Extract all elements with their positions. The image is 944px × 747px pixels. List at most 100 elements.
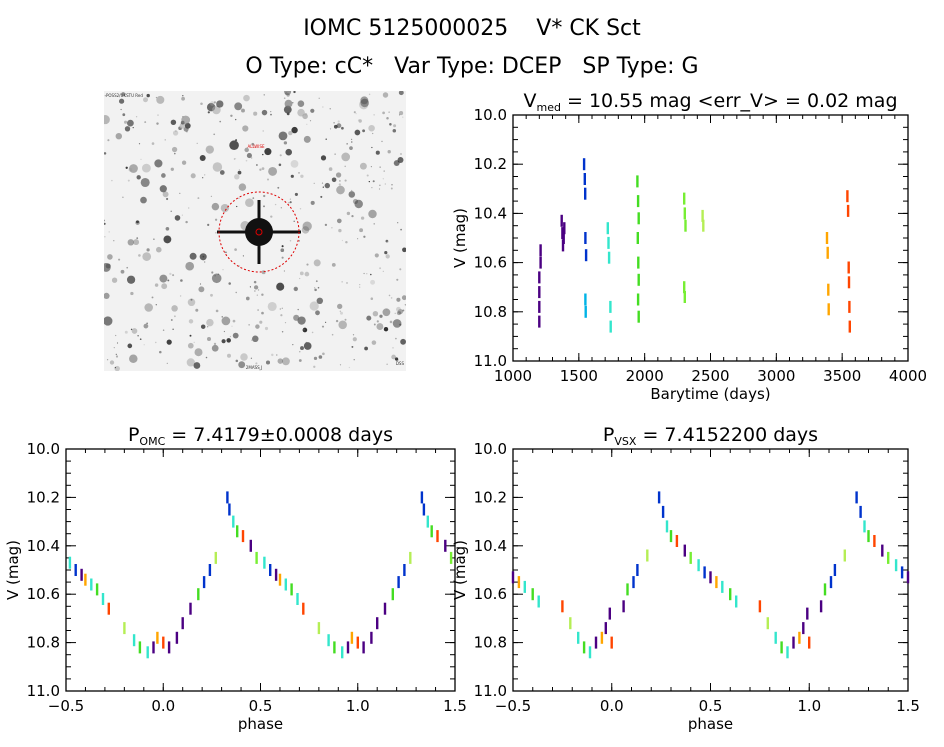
field-star [353, 111, 356, 114]
field-star [120, 108, 122, 111]
field-star [250, 357, 253, 359]
target-circle [218, 191, 300, 273]
field-star [262, 153, 264, 156]
data-point [584, 249, 588, 262]
data-point [444, 539, 447, 552]
field-star [187, 342, 194, 349]
field-star [370, 273, 372, 276]
data-point [637, 273, 640, 286]
field-star [321, 182, 324, 184]
field-star [306, 263, 309, 266]
field-star [159, 350, 162, 354]
data-point [539, 256, 542, 269]
field-star [187, 298, 196, 307]
data-point [584, 293, 587, 306]
field-star [211, 273, 222, 284]
field-star [401, 295, 407, 301]
data-point [636, 175, 639, 188]
data-point [101, 593, 105, 605]
plot-frame [512, 448, 909, 692]
field-star [256, 294, 258, 296]
field-star [376, 320, 379, 323]
data-point [409, 551, 412, 564]
field-star [261, 109, 268, 116]
data-point [539, 244, 542, 257]
field-star [344, 318, 347, 321]
field-star [371, 340, 377, 345]
field-star [274, 203, 277, 206]
field-star [335, 319, 339, 323]
field-star [253, 280, 257, 284]
field-star [163, 235, 172, 244]
x-tick-label: 0.5 [699, 697, 723, 715]
field-star [234, 174, 240, 180]
field-star [394, 312, 396, 314]
field-star [161, 283, 168, 290]
data-point [569, 617, 572, 630]
data-point [403, 564, 406, 576]
field-star [189, 334, 192, 337]
field-star [170, 210, 172, 212]
field-star [284, 321, 287, 324]
field-star [382, 111, 385, 115]
data-point [636, 293, 640, 306]
field-star [338, 320, 347, 330]
field-star [393, 124, 397, 128]
field-star [402, 247, 407, 253]
field-star [214, 218, 218, 221]
field-star [107, 254, 113, 260]
data-point [202, 576, 206, 589]
field-star [138, 254, 141, 257]
field-star [234, 248, 237, 251]
field-star [386, 309, 388, 311]
field-star [322, 186, 324, 188]
data-point [632, 576, 635, 589]
data-point [577, 631, 580, 644]
field-star [298, 359, 302, 362]
field-star [336, 218, 342, 224]
data-point [228, 503, 231, 516]
field-star [294, 192, 298, 196]
data-point [362, 641, 365, 654]
field-star [315, 310, 320, 316]
field-star [246, 153, 252, 159]
field-star [166, 197, 169, 201]
field-star [215, 309, 219, 313]
field-star [271, 353, 274, 357]
field-star [303, 135, 311, 143]
field-star [376, 323, 384, 331]
data-point [637, 310, 640, 323]
field-star [155, 304, 157, 306]
sky-image-svg: POSS2/UKSTU Red ALLWISE 2MASS J DSS [100, 88, 407, 372]
field-star [115, 353, 117, 356]
data-point [636, 232, 639, 244]
field-star [130, 291, 134, 296]
field-star [210, 195, 213, 198]
field-star [185, 220, 188, 224]
data-point [847, 276, 851, 289]
field-star [339, 180, 341, 182]
field-star [207, 111, 210, 114]
field-star [103, 292, 110, 299]
field-star [402, 116, 404, 118]
field-star [153, 238, 155, 240]
field-star [320, 155, 327, 161]
data-point [582, 158, 586, 171]
field-star [140, 196, 147, 204]
data-point [370, 631, 373, 644]
field-star [387, 150, 391, 154]
field-star [293, 220, 295, 223]
type-info-line: O Type: cC* Var Type: DCEP SP Type: G [245, 54, 699, 79]
field-star [334, 153, 336, 155]
field-star [331, 227, 333, 229]
title-text: = 7.4152200 days [636, 424, 818, 446]
field-star [280, 207, 282, 209]
field-star [310, 200, 315, 205]
field-star [226, 353, 232, 358]
field-star [162, 191, 169, 198]
field-star [281, 357, 290, 366]
field-star [199, 155, 206, 161]
target-crosshair [255, 228, 263, 236]
plot-frame [65, 448, 456, 692]
data-point [561, 600, 564, 613]
